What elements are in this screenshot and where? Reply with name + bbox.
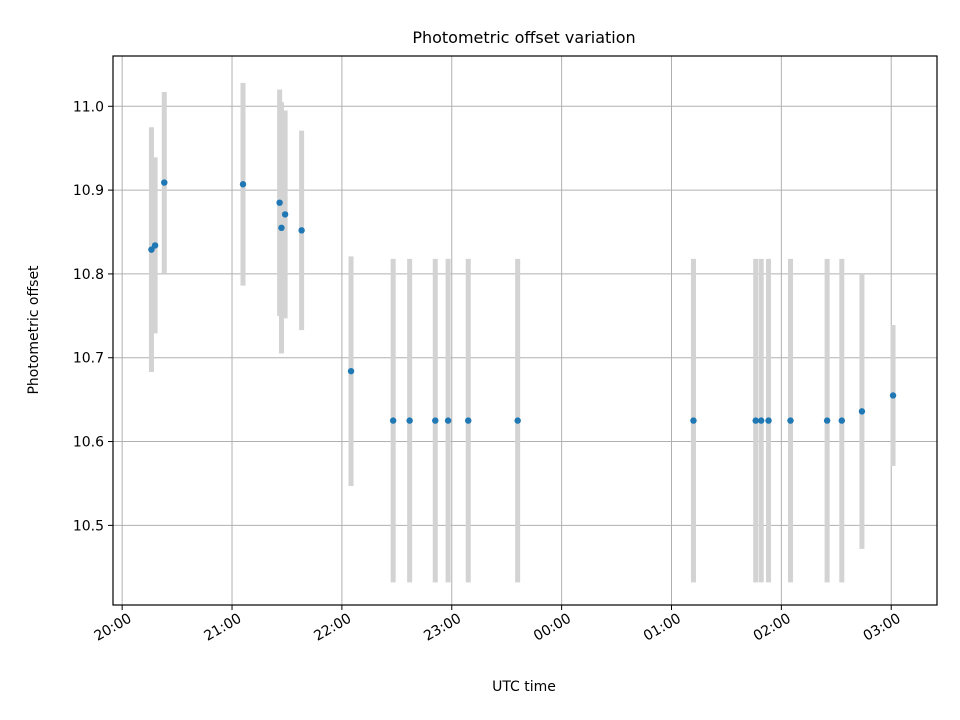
data-point (161, 179, 168, 186)
data-point (406, 417, 413, 424)
data-point (465, 417, 472, 424)
data-point (298, 227, 305, 234)
data-point (823, 417, 831, 424)
data-point (347, 367, 355, 375)
data-points (148, 179, 897, 424)
y-tick-label: 10.7 (73, 351, 104, 367)
chart-title: Photometric offset variation (412, 28, 635, 47)
data-point (690, 417, 697, 424)
data-point (765, 417, 772, 424)
data-point (787, 417, 794, 424)
data-point (276, 199, 283, 206)
y-axis-label: Photometric offset (26, 265, 42, 395)
data-point (838, 417, 845, 424)
data-point (514, 417, 521, 424)
data-point (889, 392, 897, 399)
data-point (389, 417, 397, 424)
y-tick-label: 10.6 (73, 435, 104, 451)
x-axis-label: UTC time (492, 679, 556, 695)
plot-frame (112, 55, 938, 606)
data-point (278, 224, 285, 232)
y-axis-ticks: 10.5 10.6 10.7 10.8 10.9 11.0 (73, 99, 113, 534)
y-tick-label: 10.9 (73, 183, 104, 199)
data-point (281, 211, 289, 218)
y-tick-label: 10.5 (73, 518, 104, 534)
data-point (148, 246, 155, 253)
data-point (858, 408, 866, 415)
data-point (239, 181, 247, 188)
data-point (758, 417, 765, 424)
data-point (444, 417, 452, 424)
y-tick-label: 10.8 (73, 267, 104, 283)
data-point (151, 242, 159, 249)
data-point (752, 417, 759, 424)
y-tick-label: 11.0 (73, 99, 104, 115)
grid-lines (113, 56, 937, 605)
data-point (432, 417, 439, 424)
